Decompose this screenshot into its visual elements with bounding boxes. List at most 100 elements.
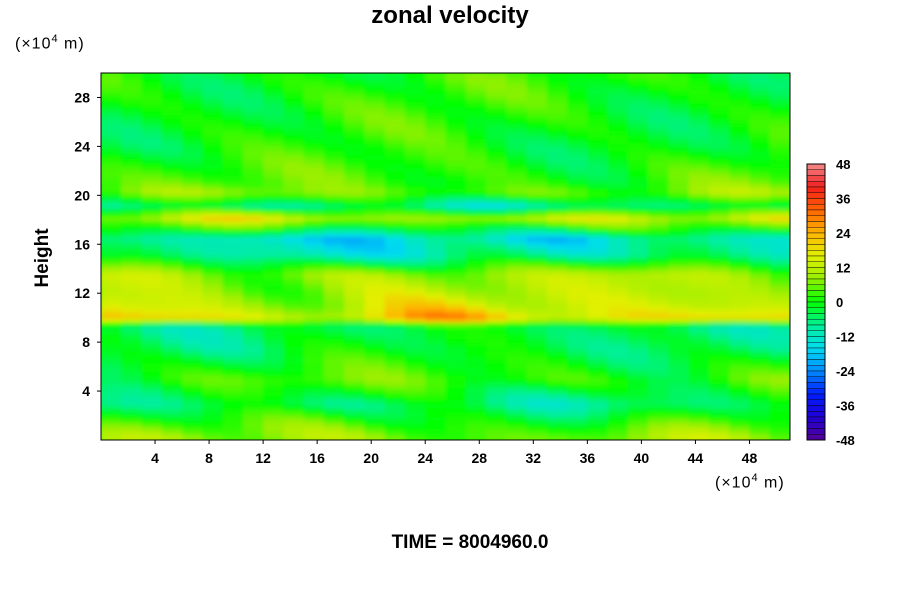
colorbar-segment [806, 376, 826, 383]
heat-cell [668, 358, 690, 364]
heat-cell [202, 142, 224, 148]
heat-cell [688, 77, 710, 83]
heat-cell [364, 142, 386, 148]
heat-cell [344, 423, 366, 429]
heat-cell [242, 138, 265, 144]
heat-cell [607, 154, 629, 160]
heat-cell [648, 301, 670, 307]
heat-cell [729, 427, 751, 433]
heat-cell [263, 289, 285, 295]
heat-cell [587, 403, 609, 409]
heat-cell [323, 113, 346, 119]
heat-cell [567, 342, 589, 348]
heat-cell [627, 338, 650, 344]
heat-cell [607, 268, 629, 274]
heat-cell [749, 240, 771, 246]
heat-cell [101, 313, 123, 319]
heat-cell [729, 407, 751, 413]
heat-cell [668, 313, 690, 319]
heat-cell [627, 93, 650, 99]
heat-cell [526, 154, 548, 160]
heat-cell [242, 350, 265, 356]
heat-cell [607, 378, 629, 384]
heat-cell [283, 134, 305, 140]
heat-cell [384, 305, 406, 311]
heat-cell [526, 338, 548, 344]
heat-cell [465, 240, 488, 246]
heat-cell [769, 309, 790, 315]
heat-cell [506, 411, 528, 417]
heat-cell [708, 431, 731, 437]
heat-cell [627, 138, 650, 144]
heat-cell [668, 203, 690, 209]
heat-cell [323, 203, 346, 209]
heat-cell [526, 227, 548, 234]
heat-cell [729, 272, 751, 278]
heat-cell [465, 195, 488, 201]
heat-cell [425, 309, 447, 315]
heat-cell [688, 158, 710, 164]
x-tick-label: 24 [417, 450, 433, 466]
heat-cell [242, 109, 265, 115]
heat-cell [222, 342, 244, 348]
heat-cell [344, 395, 366, 401]
heat-cell [222, 248, 244, 254]
heat-cell [101, 305, 123, 311]
colorbar-tick-label: 24 [836, 226, 851, 241]
heat-cell [465, 211, 488, 217]
heat-cell [567, 350, 589, 356]
heat-cell [283, 162, 305, 168]
heat-cell [323, 191, 346, 197]
heat-cell [465, 170, 488, 176]
heat-cell [506, 174, 528, 181]
heat-cell [263, 395, 285, 401]
heat-cell [688, 403, 710, 409]
heat-cell [607, 309, 629, 315]
heat-cell [364, 101, 386, 107]
heat-cell [668, 354, 690, 360]
heat-cell [648, 289, 670, 295]
colorbar-segment [806, 324, 826, 331]
heat-cell [283, 374, 305, 380]
heat-cell [141, 158, 163, 164]
heat-cell [283, 427, 305, 433]
heat-cell [101, 423, 123, 429]
heat-cell [323, 354, 346, 360]
heat-cell [526, 378, 548, 384]
heat-cell [202, 407, 224, 413]
heat-cell [364, 93, 386, 99]
heat-cell [445, 236, 467, 242]
heat-cell [607, 134, 629, 140]
heat-cell [607, 142, 629, 148]
heat-cell [769, 81, 790, 87]
heat-cell [425, 150, 447, 156]
heat-cell [627, 232, 650, 238]
heat-cell [688, 276, 710, 282]
heat-cell [708, 280, 731, 287]
heat-cell [161, 419, 184, 425]
heat-cell [141, 89, 163, 95]
heat-cell [607, 219, 629, 225]
heat-cell [384, 366, 406, 372]
heat-cell [404, 97, 427, 103]
heat-cell [749, 183, 771, 189]
heat-cell [182, 203, 204, 209]
heat-cell [627, 362, 650, 368]
heat-cell [141, 183, 163, 189]
heat-cell [546, 435, 569, 440]
heat-cell [141, 187, 163, 193]
heat-cell [425, 289, 447, 295]
heat-cell [182, 289, 204, 295]
heat-cell [627, 285, 650, 291]
heat-cell [161, 126, 184, 132]
colorbar-segment [806, 227, 826, 234]
heat-cell [749, 109, 771, 115]
heat-cell [486, 219, 508, 225]
heat-cell [567, 272, 589, 278]
heat-cell [182, 431, 204, 437]
heat-cell [688, 81, 710, 87]
heat-cell [769, 219, 790, 225]
colorbar-tick-label: -48 [836, 433, 855, 448]
heat-cell [506, 378, 528, 384]
heat-cell [344, 179, 366, 185]
